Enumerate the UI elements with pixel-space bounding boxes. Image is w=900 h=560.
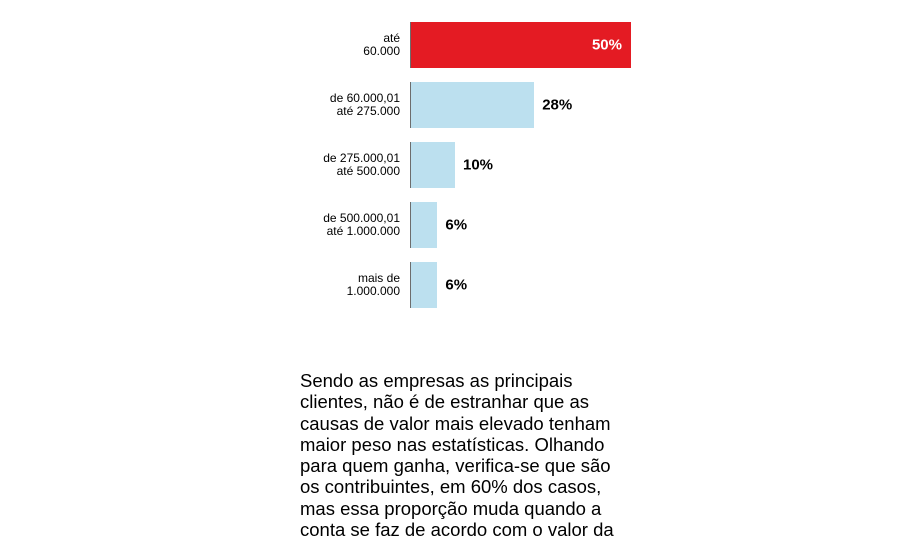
row-label: até60.000: [300, 22, 410, 68]
body-paragraph: Sendo as empresas as principais clientes…: [300, 370, 620, 540]
row-label: de 60.000,01até 275.000: [300, 82, 410, 128]
bar-track: 6%: [410, 262, 630, 308]
bar: [411, 142, 455, 188]
value-label: 28%: [542, 97, 572, 114]
bar: [411, 202, 437, 248]
bar-track: 50%: [410, 22, 630, 68]
value-label: 6%: [445, 277, 467, 294]
bar-chart: até60.00050%de 60.000,01até 275.00028%de…: [300, 22, 630, 322]
bar: [411, 82, 534, 128]
value-label: 10%: [463, 157, 493, 174]
chart-row: até60.000 50%: [300, 22, 630, 68]
value-label: 50%: [592, 37, 622, 54]
chart-row: de 275.000,01até 500.000 10%: [300, 142, 630, 188]
bar-track: 28%: [410, 82, 630, 128]
bar-track: 10%: [410, 142, 630, 188]
value-label: 6%: [445, 217, 467, 234]
chart-row: de 500.000,01até 1.000.000 6%: [300, 202, 630, 248]
row-label: de 500.000,01até 1.000.000: [300, 202, 410, 248]
row-label: mais de1.000.000: [300, 262, 410, 308]
chart-row: de 60.000,01até 275.000 28%: [300, 82, 630, 128]
bar: [411, 262, 437, 308]
row-label: de 275.000,01até 500.000: [300, 142, 410, 188]
chart-row: mais de1.000.000 6%: [300, 262, 630, 308]
bar-track: 6%: [410, 202, 630, 248]
